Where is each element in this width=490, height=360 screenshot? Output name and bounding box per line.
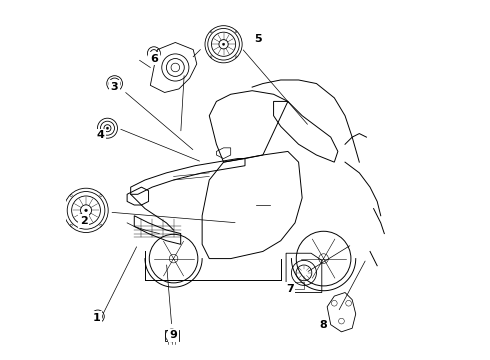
Text: 5: 5 — [254, 34, 261, 44]
Circle shape — [114, 82, 116, 85]
Circle shape — [222, 43, 225, 45]
Text: 9: 9 — [170, 330, 177, 341]
Circle shape — [106, 127, 109, 129]
Text: 1: 1 — [93, 312, 100, 323]
Text: 7: 7 — [286, 284, 294, 294]
Circle shape — [97, 316, 98, 317]
Text: 2: 2 — [80, 216, 87, 226]
Text: 3: 3 — [111, 82, 119, 92]
Circle shape — [85, 209, 87, 212]
Text: 4: 4 — [97, 130, 104, 140]
Text: 8: 8 — [319, 320, 327, 330]
Text: 6: 6 — [150, 54, 158, 64]
Bar — [290, 282, 304, 289]
